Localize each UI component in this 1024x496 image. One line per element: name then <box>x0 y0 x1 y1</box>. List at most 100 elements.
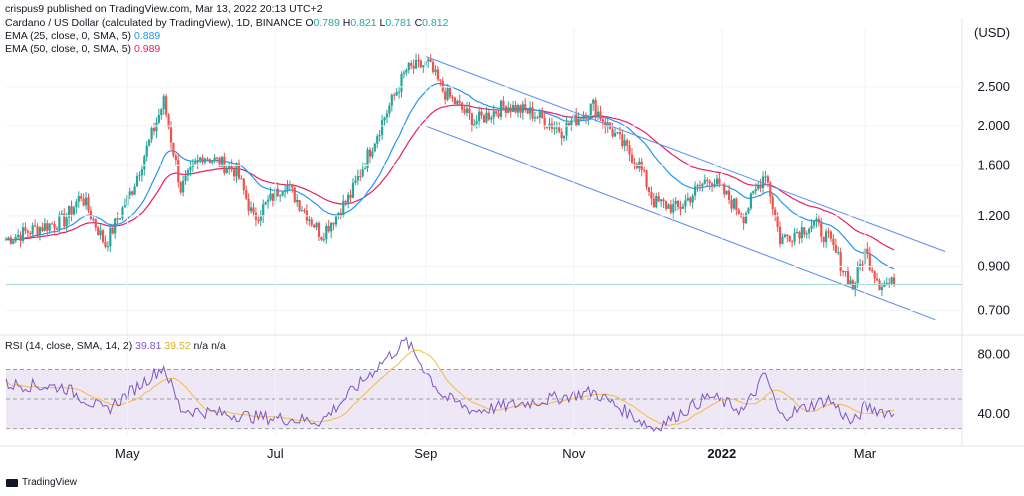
candle-body <box>43 223 46 231</box>
candle-body <box>827 231 830 233</box>
candle-body <box>463 109 466 113</box>
candle-body <box>427 59 430 62</box>
candle-body <box>21 227 25 241</box>
candle-body <box>771 196 774 210</box>
candle-body <box>473 123 476 127</box>
candle-body <box>805 233 808 235</box>
candle-body <box>390 94 393 106</box>
candle-body <box>179 182 182 193</box>
candle-body <box>215 157 219 159</box>
candle-body <box>87 197 90 211</box>
candle-body <box>759 185 762 189</box>
currency-badge[interactable]: (USD) <box>974 25 1011 40</box>
price-tick-label: 1.600 <box>977 157 1010 172</box>
candle-body <box>196 160 199 163</box>
candle-body <box>31 225 34 235</box>
candle-body <box>245 190 248 199</box>
candle-body <box>448 87 452 97</box>
candle-body <box>152 127 156 132</box>
candle-body <box>866 248 869 254</box>
candle-body <box>713 184 716 186</box>
candle-body <box>123 205 126 208</box>
candle-body <box>327 225 330 232</box>
candle-body <box>252 207 255 213</box>
candle-body <box>354 180 357 183</box>
candle-body <box>414 60 418 69</box>
candle-body <box>752 190 755 194</box>
candle-body <box>696 185 699 187</box>
candle-body <box>92 219 95 221</box>
candle-body <box>461 102 464 110</box>
ema50-label: EMA (50, close, 0, SMA, 5) <box>5 43 132 55</box>
tradingview-logo: TradingView <box>6 477 77 488</box>
candle-body <box>160 109 163 115</box>
candle-body <box>276 188 279 197</box>
candle-body <box>308 219 311 221</box>
candle-body <box>480 111 483 116</box>
candle-body <box>106 246 110 248</box>
candle-body <box>808 228 811 234</box>
price-tick-label: 1.200 <box>977 208 1010 223</box>
candle-body <box>669 204 672 213</box>
rsi-series-line <box>5 336 895 433</box>
candle-body <box>344 200 347 203</box>
candle-body <box>349 194 352 198</box>
candle-body <box>300 210 304 212</box>
candle-body <box>24 227 27 231</box>
candle-body <box>60 213 63 215</box>
low-value: 0.781 <box>385 17 412 29</box>
candle-body <box>795 232 799 234</box>
candle-body <box>441 80 444 92</box>
candle-body <box>165 96 168 115</box>
candle-body <box>616 132 619 134</box>
rsi-tick-label: 40.00 <box>977 406 1010 421</box>
candle-body <box>548 123 551 128</box>
candle-body <box>296 199 299 203</box>
candle-body <box>749 193 753 209</box>
candle-body <box>97 227 100 236</box>
candle-body <box>436 69 439 80</box>
candle-body <box>439 79 442 81</box>
candle-body <box>514 105 517 113</box>
candle-body <box>201 157 204 163</box>
time-tick-label: Mar <box>854 446 877 461</box>
candle-body <box>829 231 833 239</box>
candle-body <box>342 200 345 217</box>
candle-body <box>135 176 139 187</box>
candle-body <box>41 227 44 231</box>
candle-body <box>410 63 413 66</box>
candle-body <box>577 118 580 126</box>
candle-body <box>332 222 335 225</box>
candle-body <box>29 232 32 235</box>
candle-body <box>157 114 160 123</box>
candle-body <box>53 224 56 229</box>
candle-body <box>892 277 896 285</box>
candle-body <box>693 186 697 196</box>
candle-body <box>788 236 791 242</box>
publisher-line: crispus9 published on TradingView.com, M… <box>5 3 323 16</box>
candle-body <box>366 149 369 169</box>
candle-body <box>240 178 243 180</box>
candle-body <box>509 107 512 112</box>
candle-body <box>778 226 782 244</box>
candle-body <box>111 227 114 234</box>
candle-body <box>237 163 241 179</box>
candle-body <box>26 230 29 233</box>
candle-body <box>803 227 806 235</box>
candle-body <box>12 240 15 244</box>
candle-body <box>873 271 876 279</box>
low-label: L <box>379 17 386 29</box>
candle-body <box>371 151 374 157</box>
candle-body <box>478 111 481 121</box>
candle-body <box>458 100 461 103</box>
candle-body <box>58 214 61 230</box>
candle-body <box>633 162 636 164</box>
candle-body <box>647 187 651 192</box>
open-value: 0.789 <box>313 17 340 29</box>
candle-body <box>754 189 757 191</box>
high-label: H <box>342 17 351 29</box>
candle-body <box>645 170 648 188</box>
rsi-sma-value: 39.52 <box>164 340 191 352</box>
candle-body <box>232 169 236 177</box>
currency-label: USD <box>978 25 1006 40</box>
